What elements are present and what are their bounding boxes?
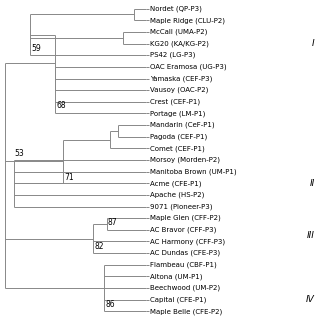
Text: Altona (UM-P1): Altona (UM-P1) <box>150 273 203 280</box>
Text: 53: 53 <box>15 149 24 158</box>
Text: Maple Belle (CFE-P2): Maple Belle (CFE-P2) <box>150 308 223 315</box>
Text: Vausoy (OAC-P2): Vausoy (OAC-P2) <box>150 87 209 93</box>
Text: Manitoba Brown (UM-P1): Manitoba Brown (UM-P1) <box>150 168 237 175</box>
Text: Apache (HS-P2): Apache (HS-P2) <box>150 192 205 198</box>
Text: 82: 82 <box>94 242 104 251</box>
Text: McCall (UMA-P2): McCall (UMA-P2) <box>150 29 208 35</box>
Text: KG20 (KA/KG-P2): KG20 (KA/KG-P2) <box>150 40 209 47</box>
Text: AC Harmony (CFF-P3): AC Harmony (CFF-P3) <box>150 238 226 245</box>
Text: 71: 71 <box>64 173 74 182</box>
Text: Portage (LM-P1): Portage (LM-P1) <box>150 110 206 117</box>
Text: Flambeau (CBF-P1): Flambeau (CBF-P1) <box>150 261 217 268</box>
Text: PS42 (LG-P3): PS42 (LG-P3) <box>150 52 196 59</box>
Text: Acme (CFE-P1): Acme (CFE-P1) <box>150 180 202 187</box>
Text: Comet (CEF-P1): Comet (CEF-P1) <box>150 145 205 152</box>
Text: OAC Eramosa (UG-P3): OAC Eramosa (UG-P3) <box>150 64 227 70</box>
Text: II: II <box>309 179 315 188</box>
Text: 86: 86 <box>105 300 115 309</box>
Text: Morsoy (Morden-P2): Morsoy (Morden-P2) <box>150 157 220 163</box>
Text: AC Bravor (CFF-P3): AC Bravor (CFF-P3) <box>150 227 217 233</box>
Text: Nordet (QP-P3): Nordet (QP-P3) <box>150 5 202 12</box>
Text: I: I <box>312 39 315 48</box>
Text: III: III <box>307 231 315 240</box>
Text: Beechwood (UM-P2): Beechwood (UM-P2) <box>150 285 220 291</box>
Text: Pagoda (CEF-P1): Pagoda (CEF-P1) <box>150 133 208 140</box>
Text: 87: 87 <box>108 218 117 227</box>
Text: 59: 59 <box>31 44 41 53</box>
Text: Yamaska (CEF-P3): Yamaska (CEF-P3) <box>150 75 213 82</box>
Text: Crest (CEF-P1): Crest (CEF-P1) <box>150 99 201 105</box>
Text: IV: IV <box>306 295 315 304</box>
Text: 68: 68 <box>56 101 66 110</box>
Text: Capital (CFE-P1): Capital (CFE-P1) <box>150 296 207 303</box>
Text: Maple Glen (CFF-P2): Maple Glen (CFF-P2) <box>150 215 221 221</box>
Text: Maple Ridge (CLU-P2): Maple Ridge (CLU-P2) <box>150 17 226 24</box>
Text: Mandarin (CeF-P1): Mandarin (CeF-P1) <box>150 122 215 128</box>
Text: AC Dundas (CFE-P3): AC Dundas (CFE-P3) <box>150 250 220 256</box>
Text: 9071 (Pioneer-P3): 9071 (Pioneer-P3) <box>150 203 213 210</box>
